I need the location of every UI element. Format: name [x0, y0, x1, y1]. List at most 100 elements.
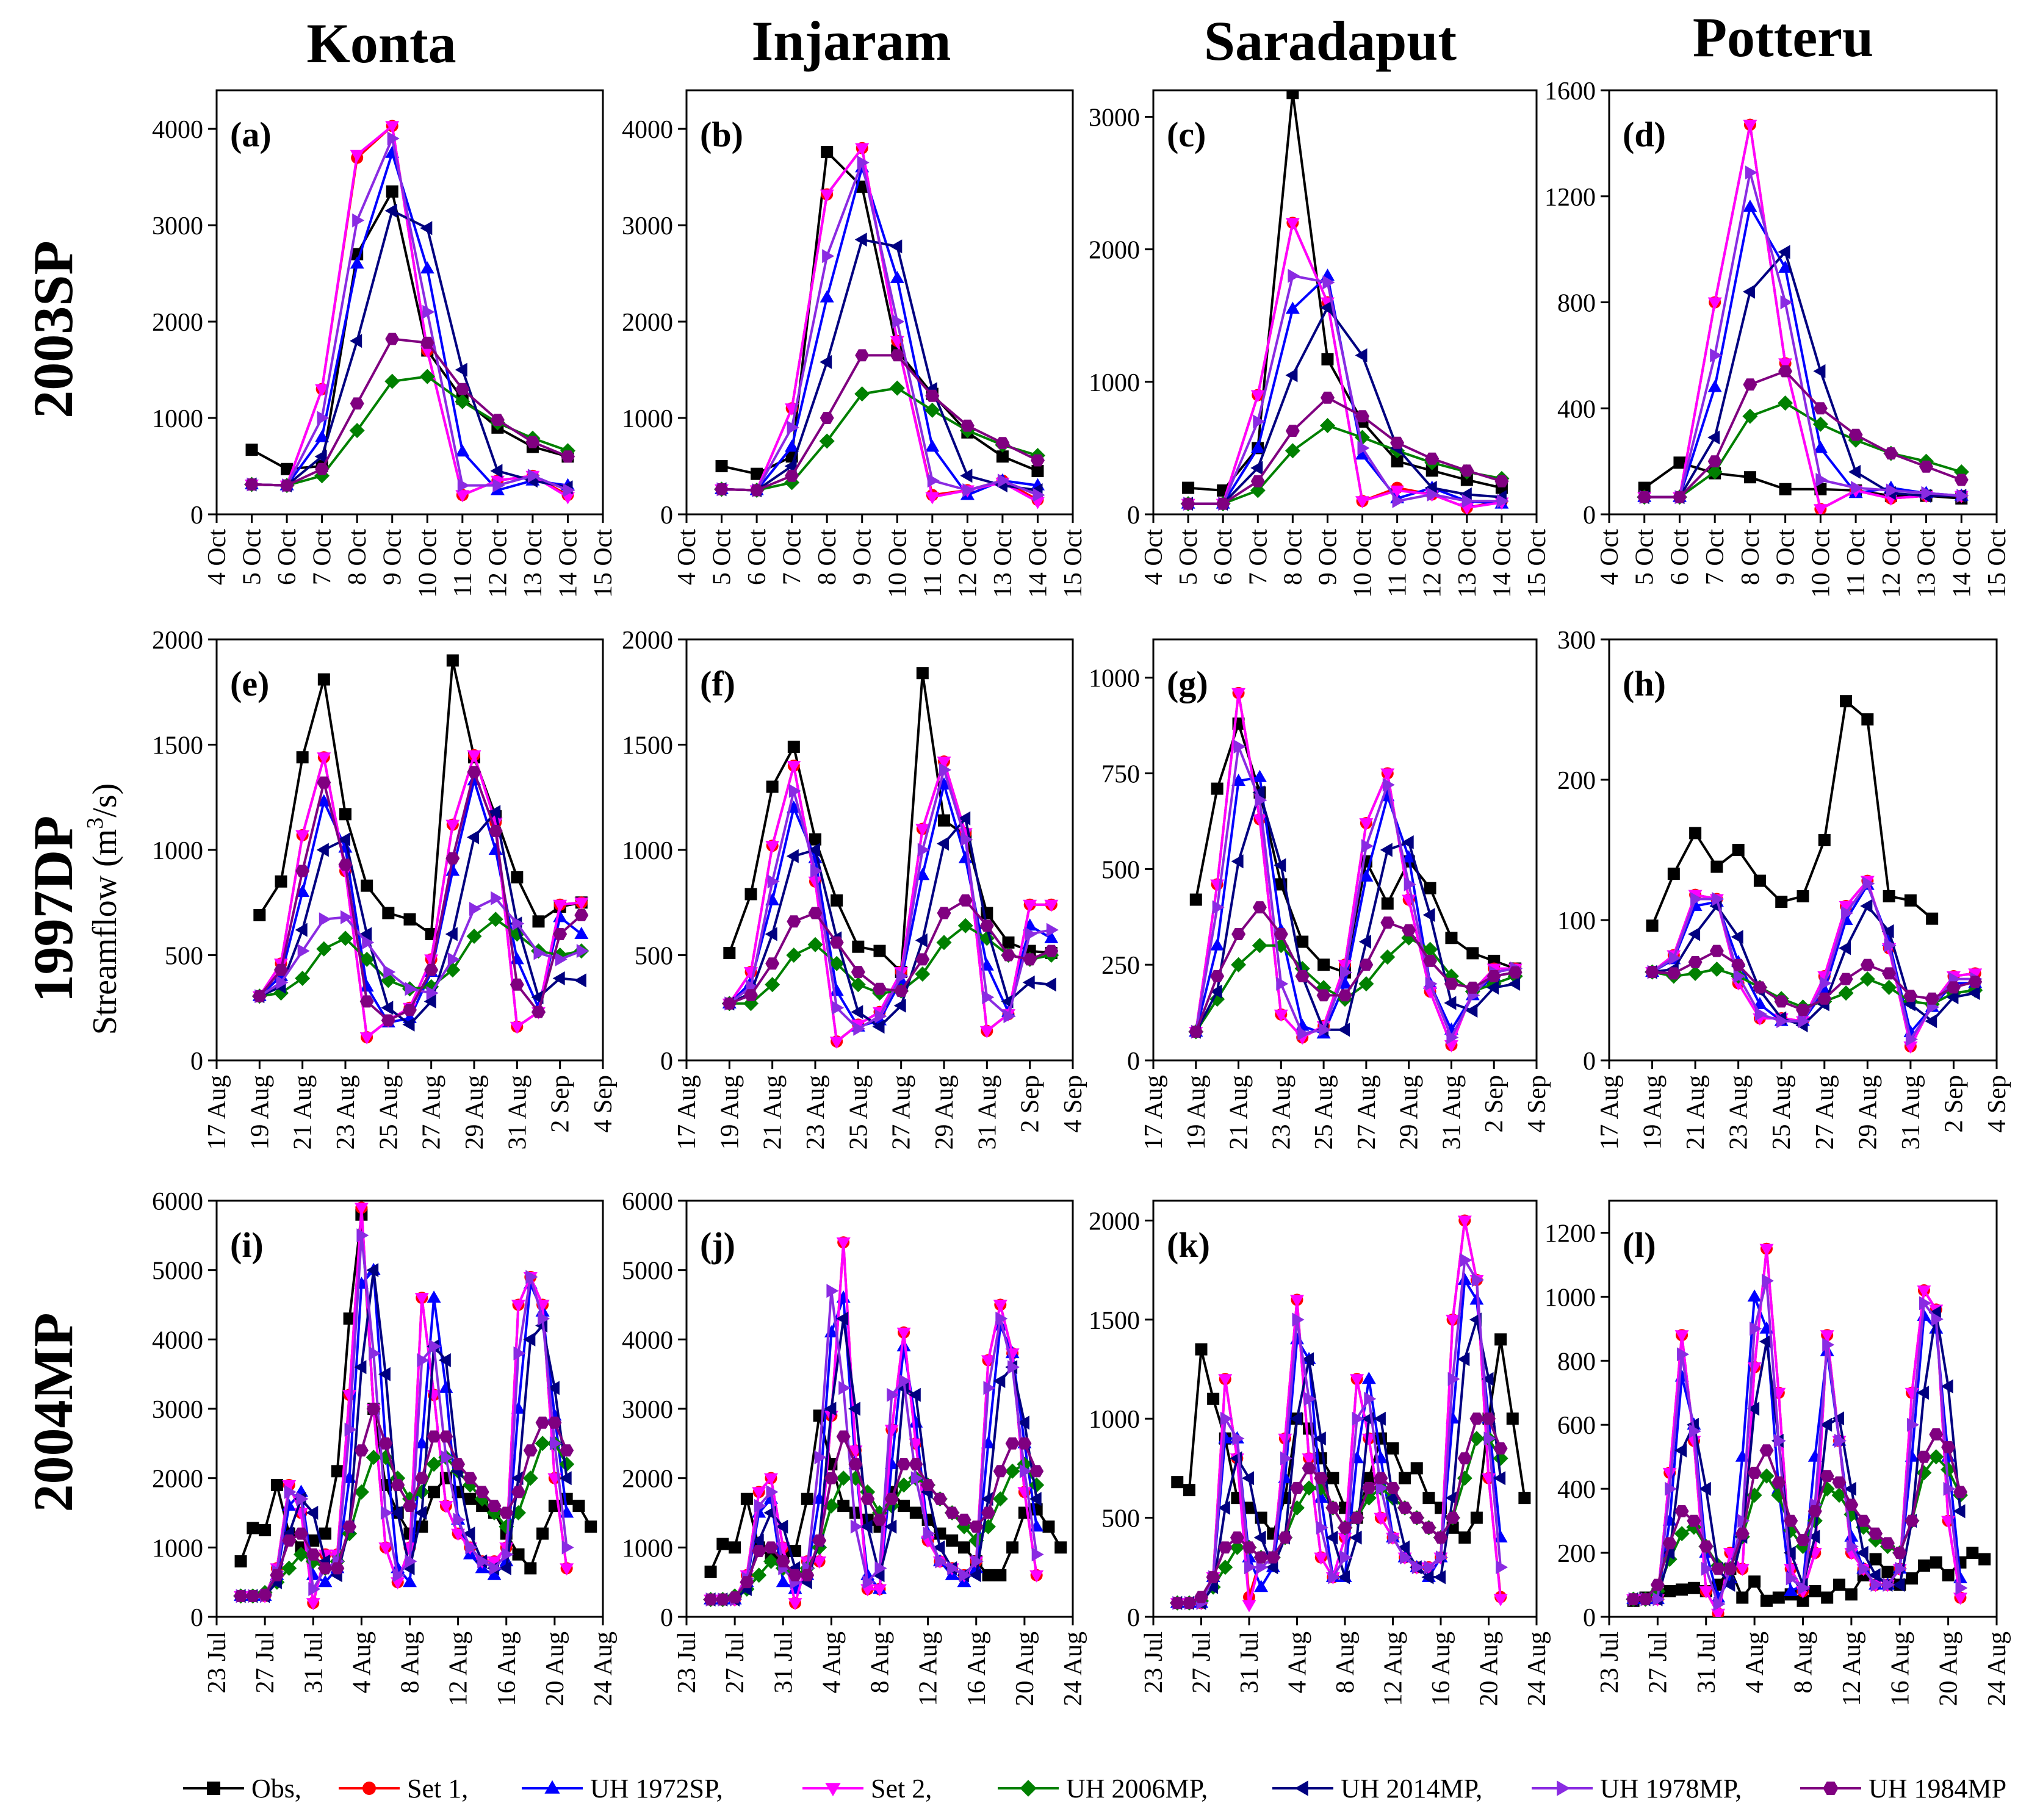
data-point [385, 121, 400, 134]
series-line [1194, 745, 1516, 1039]
data-point [463, 1472, 477, 1484]
x-tick-label: 9 Oct [379, 529, 407, 585]
data-point [1760, 1594, 1773, 1607]
data-point [275, 875, 287, 888]
data-point [338, 832, 350, 847]
data-point [467, 766, 481, 779]
data-point [1255, 793, 1267, 807]
x-tick-label: 23 Aug [332, 1075, 360, 1150]
data-point [959, 1568, 971, 1583]
data-point [1652, 1592, 1665, 1606]
series-line [1644, 123, 1962, 511]
data-point [764, 1541, 778, 1554]
data-point [403, 1500, 417, 1512]
data-point [423, 994, 436, 1009]
data-point [749, 484, 764, 497]
data-point [927, 473, 940, 488]
data-point [307, 1534, 320, 1547]
x-tick-label: 8 Aug [867, 1631, 895, 1694]
data-point [1316, 989, 1331, 1002]
data-point [992, 1491, 1008, 1507]
data-point [1481, 1372, 1494, 1386]
series-uh-1984mp [252, 766, 589, 1027]
y-tick-label: 6000 [622, 1188, 673, 1216]
x-tick-label: 5 Oct [239, 529, 267, 585]
data-point [343, 1312, 356, 1325]
data-point [532, 915, 545, 928]
data-point [1385, 1491, 1398, 1505]
data-point [1469, 1412, 1484, 1425]
legend-label: Obs, [251, 1774, 301, 1804]
data-point [1862, 876, 1875, 891]
x-tick-label: 5 Oct [708, 529, 737, 585]
data-point [1778, 358, 1793, 371]
data-point [826, 1284, 839, 1298]
data-point [1210, 970, 1225, 982]
data-point [1775, 896, 1788, 908]
data-point [836, 1430, 851, 1443]
data-point [1314, 1472, 1328, 1484]
data-point [1819, 976, 1832, 990]
data-point [378, 1367, 391, 1381]
x-tick-label: 12 Aug [1838, 1631, 1866, 1707]
series-line [721, 387, 1039, 492]
data-point [1687, 965, 1703, 981]
data-point [1925, 1014, 1937, 1029]
x-tick-label: 31 Aug [973, 1075, 1001, 1150]
x-tick-label: 20 Aug [1476, 1631, 1504, 1707]
y-tick-label: 500 [1101, 1505, 1140, 1533]
series-obs [715, 146, 1044, 480]
data-point [788, 1598, 802, 1611]
series-line [251, 151, 568, 492]
data-point [439, 1501, 453, 1514]
data-point [1206, 1580, 1219, 1594]
data-point [331, 1465, 344, 1478]
data-point [960, 469, 973, 483]
x-tick-label: 13 Oct [1454, 529, 1482, 598]
y-tick-label: 300 [1557, 627, 1596, 655]
data-point [488, 805, 501, 819]
data-point [1242, 1471, 1254, 1486]
data-point [1304, 1392, 1317, 1406]
data-point [532, 1005, 546, 1018]
x-tick-label: 27 Aug [1811, 1075, 1839, 1150]
x-tick-label: 31 Aug [503, 1075, 532, 1150]
x-tick-label: 11 Oct [1842, 529, 1870, 597]
data-point [1274, 858, 1286, 872]
data-point [996, 450, 1009, 463]
data-point [1314, 1552, 1328, 1565]
series-line [258, 754, 582, 1038]
data-point [848, 1458, 863, 1470]
data-point [1006, 1541, 1019, 1554]
x-tick-label: 14 Oct [554, 529, 582, 598]
data-point [247, 1522, 259, 1534]
data-point [982, 990, 995, 1004]
x-tick-label: 11 Oct [919, 529, 947, 597]
data-point [1397, 1502, 1412, 1514]
data-point [1690, 892, 1703, 906]
data-point [923, 1527, 935, 1541]
data-point [1460, 473, 1473, 486]
data-point [1930, 1556, 1942, 1569]
data-point [1171, 1476, 1184, 1489]
data-point [1266, 1551, 1280, 1564]
data-point [1494, 475, 1509, 487]
data-point [1754, 1007, 1767, 1021]
data-point [349, 423, 365, 439]
data-point [1840, 695, 1853, 708]
y-tick-label: 500 [165, 943, 203, 971]
data-point [808, 843, 820, 857]
x-tick-label: 23 Jul [673, 1631, 701, 1694]
data-point [315, 430, 330, 442]
data-point [1250, 390, 1265, 403]
data-point [819, 433, 835, 449]
x-tick-label: 31 Jul [769, 1631, 798, 1694]
data-point [1278, 1531, 1292, 1544]
data-point [1494, 1333, 1507, 1346]
data-point [1772, 1591, 1785, 1604]
data-point [487, 1567, 502, 1580]
data-point [1217, 1559, 1233, 1575]
data-point [1832, 1411, 1844, 1426]
data-point [740, 1576, 754, 1589]
data-point [1483, 1431, 1496, 1446]
